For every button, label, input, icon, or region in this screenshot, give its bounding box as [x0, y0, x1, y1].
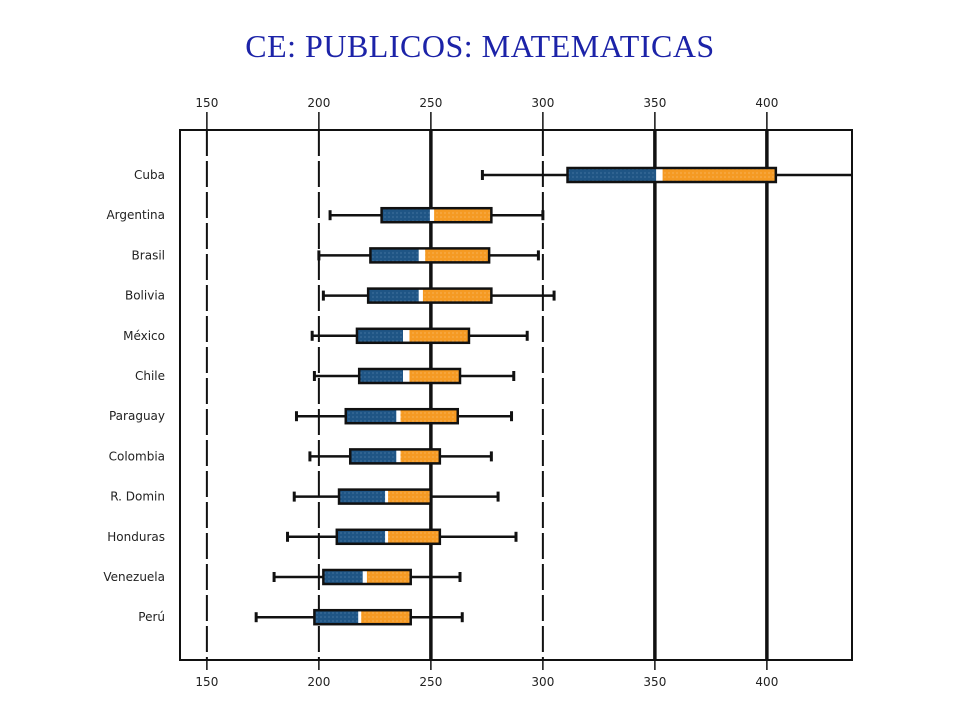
category-label: Brasil: [132, 248, 165, 262]
tick-label-top-250: 250: [419, 96, 442, 110]
box-outline: [322, 568, 412, 586]
box-upper: [657, 168, 776, 182]
box-upper: [419, 248, 490, 263]
box-outline: [344, 407, 460, 425]
category-label: Perú: [138, 610, 165, 624]
box-upper: [397, 409, 458, 424]
category-label: Chile: [135, 369, 165, 383]
category-label: Honduras: [107, 530, 165, 544]
tick-label-bottom-400: 400: [755, 675, 778, 689]
mean-marker: [385, 529, 389, 544]
box-lower: [370, 248, 420, 263]
box-outline: [366, 287, 493, 304]
category-label: Argentina: [106, 208, 165, 222]
box-lower: [350, 449, 398, 464]
box-outline: [380, 206, 493, 224]
mean-marker: [418, 288, 423, 303]
box-outline: [357, 367, 462, 385]
box-upper: [404, 328, 469, 343]
tick-label-top-150: 150: [195, 96, 218, 110]
category-label: México: [123, 329, 165, 343]
box-outline: [337, 488, 433, 505]
category-label: Paraguay: [109, 409, 165, 423]
box-outline: [348, 448, 442, 465]
tick-label-top-400: 400: [755, 96, 778, 110]
box-outline: [313, 608, 412, 626]
box-upper: [386, 489, 431, 504]
box-outline: [335, 528, 442, 546]
box-upper: [430, 208, 492, 223]
mean-marker: [358, 610, 362, 625]
category-label: Bolivia: [125, 289, 165, 303]
mean-marker: [403, 328, 410, 343]
box-upper: [386, 529, 440, 544]
box-lower: [368, 288, 420, 303]
category-label: Colombia: [109, 449, 165, 463]
box-lower: [359, 369, 404, 383]
box-lower: [314, 610, 360, 625]
box-upper: [363, 570, 411, 584]
box-outline: [369, 247, 491, 264]
mean-marker: [396, 449, 401, 464]
box-lower: [339, 489, 387, 504]
tick-label-top-200: 200: [307, 96, 330, 110]
box-outline: [355, 327, 471, 345]
category-label: Cuba: [134, 168, 165, 182]
tick-label-bottom-250: 250: [419, 675, 442, 689]
mean-marker: [656, 168, 663, 182]
mean-marker: [418, 248, 426, 263]
mean-marker: [429, 208, 435, 223]
box-upper: [404, 369, 460, 383]
category-label: Venezuela: [103, 570, 165, 584]
chart-title: CE: PUBLICOS: MATEMATICAS: [245, 28, 715, 64]
box-lower: [336, 529, 387, 544]
box-lower: [381, 208, 431, 223]
tick-label-top-350: 350: [643, 96, 666, 110]
plot-frame: [179, 129, 853, 661]
tick-label-bottom-200: 200: [307, 675, 330, 689]
box-upper: [359, 610, 411, 625]
tick-label-top-300: 300: [531, 96, 554, 110]
box-lower: [567, 168, 658, 182]
mean-marker: [362, 570, 367, 584]
tick-label-bottom-300: 300: [531, 675, 554, 689]
mean-marker: [396, 409, 401, 424]
tick-label-bottom-350: 350: [643, 675, 666, 689]
category-label: R. Domin: [110, 490, 165, 504]
box-outline: [566, 166, 778, 184]
tick-label-bottom-150: 150: [195, 675, 218, 689]
box-lower: [345, 409, 398, 424]
mean-marker: [403, 369, 410, 383]
box-lower: [323, 570, 364, 584]
box-upper: [397, 449, 440, 464]
box-upper: [419, 288, 492, 303]
mean-marker: [385, 489, 389, 504]
box-lower: [356, 328, 404, 343]
